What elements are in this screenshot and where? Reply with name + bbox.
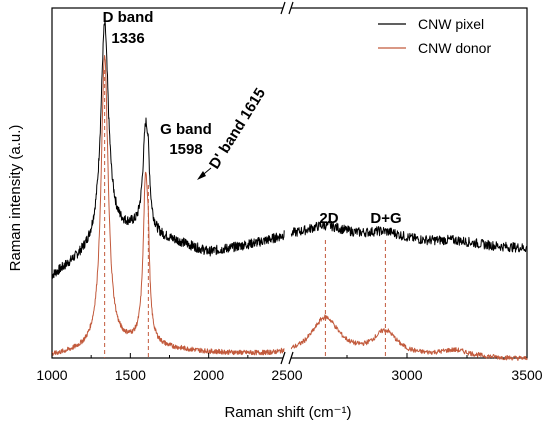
axes: 1000 1500 2000 2500 3000 3500: [36, 1, 543, 383]
x-tick-label-3500: 3500: [511, 367, 542, 383]
x-tick-label-2000: 2000: [193, 367, 224, 383]
annotation-g-band-value: 1598: [169, 141, 202, 158]
series-line-cnw-pixel-left: [51, 20, 285, 279]
axis-break-gap-top: [283, 2, 291, 14]
x-tick-label-2500: 2500: [271, 367, 302, 383]
series-line-cnw-donor-left: [51, 55, 285, 356]
x-tick-label-3000: 3000: [391, 367, 422, 383]
annotation-d-band-label: D band: [103, 9, 154, 26]
legend: CNW pixel CNW donor: [378, 16, 491, 56]
guide-lines: [104, 70, 386, 358]
x-axis-label: Raman shift (cm⁻¹): [224, 404, 351, 421]
annotation-g-band-label: G band: [160, 121, 212, 138]
series-line-cnw-donor-right: [290, 314, 528, 361]
axis-break-mark: [288, 1, 294, 15]
series-layer: [51, 20, 528, 361]
annotation-d-plus-g: D+G: [370, 210, 401, 227]
series-line-cnw-pixel-right: [290, 220, 528, 253]
y-axis-label: Raman intensity (a.u.): [7, 125, 24, 272]
legend-label-donor: CNW donor: [418, 40, 491, 56]
legend-label-pixel: CNW pixel: [418, 16, 484, 32]
axis-break-mark: [288, 351, 294, 365]
annotation-d-prime-arrowhead: [197, 171, 206, 180]
x-tick-label-1000: 1000: [36, 367, 67, 383]
annotation-2d: 2D: [319, 210, 338, 227]
axis-break-mark: [280, 351, 286, 365]
axis-break-mark: [280, 1, 286, 15]
x-tick-label-1500: 1500: [115, 367, 146, 383]
annotation-d-band-value: 1336: [111, 30, 144, 47]
plot-frame: [51, 7, 528, 359]
axis-break-gap-bottom: [283, 352, 291, 364]
plot-area: [51, 7, 528, 359]
annotation-d-prime-band: D' band 1615: [206, 85, 269, 172]
